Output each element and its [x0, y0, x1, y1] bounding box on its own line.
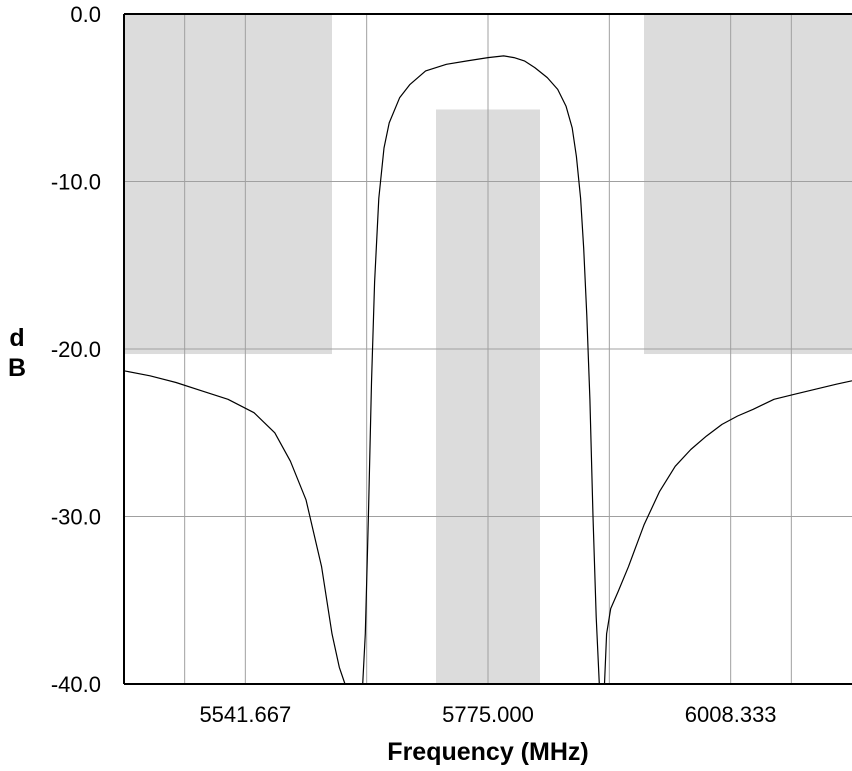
- curve-segment-1: [362, 55, 600, 685]
- y-tick-label: -20.0: [51, 337, 101, 362]
- curve-segment-0: [123, 370, 346, 685]
- plot-frame: [123, 13, 852, 685]
- mask-region-0: [124, 14, 332, 355]
- mask-region-2: [644, 14, 852, 355]
- response-curve: [123, 55, 852, 685]
- y-axis-title-line-2: B: [8, 354, 26, 382]
- curve-segment-2: [603, 380, 852, 685]
- x-tick-label: 5541.667: [199, 702, 291, 727]
- x-tick-label: 6008.333: [685, 702, 777, 727]
- x-axis-title: Frequency (MHz): [387, 738, 588, 766]
- y-tick-label: -30.0: [51, 505, 101, 530]
- y-tick-label: -10.0: [51, 170, 101, 195]
- y-axis-title-line-1: d: [9, 324, 24, 352]
- y-tick-label: 0.0: [70, 2, 101, 27]
- y-tick-label: -40.0: [51, 672, 101, 697]
- y-tick-labels: 0.0 -10.0 -20.0 -30.0 -40.0: [51, 2, 101, 697]
- x-tick-labels: 5541.667 5775.000 6008.333: [199, 702, 776, 727]
- x-tick-label: 5775.000: [442, 702, 534, 727]
